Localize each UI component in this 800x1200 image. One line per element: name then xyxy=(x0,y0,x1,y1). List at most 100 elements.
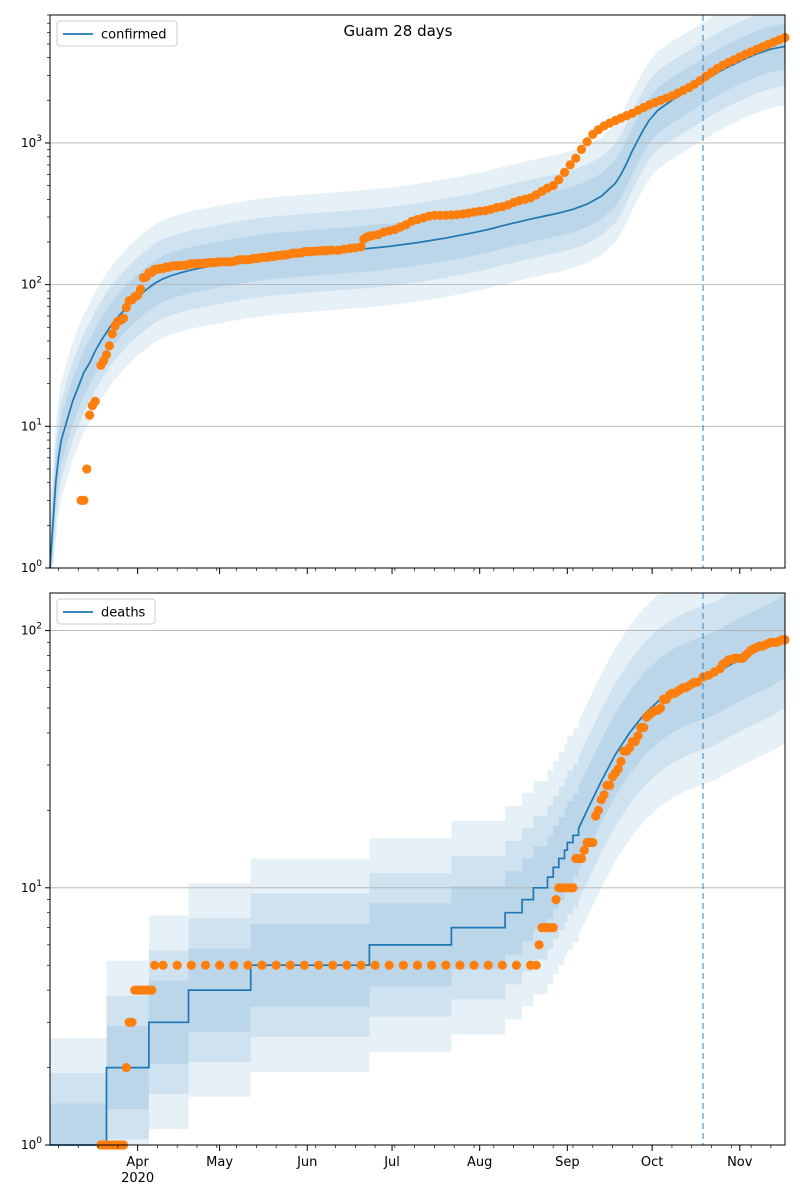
deaths-observed-point xyxy=(243,960,253,970)
confirmed-band-1 xyxy=(50,15,785,568)
deaths-uncertainty-bands xyxy=(50,593,785,1145)
deaths-band-1 xyxy=(50,593,785,1145)
deaths-observed-point xyxy=(656,703,666,713)
confirmed-plot-frame xyxy=(49,14,786,569)
deaths-observed-point xyxy=(314,960,324,970)
confirmed-gridlines xyxy=(50,142,785,427)
deaths-observed-point xyxy=(455,960,465,970)
deaths-observed-point xyxy=(588,837,598,848)
deaths-observed-point xyxy=(412,960,423,970)
deaths-observed-point xyxy=(568,883,578,893)
deaths-observed-point xyxy=(356,960,366,970)
deaths-y-tick-exponent: 0 xyxy=(36,1136,42,1146)
confirmed-observed-point xyxy=(576,144,587,154)
deaths-observed-point xyxy=(616,756,626,767)
x-tick-label-may: May xyxy=(206,1155,233,1170)
deaths-observed-point xyxy=(299,960,309,970)
confirmed-observed-point xyxy=(565,160,575,170)
deaths-y-tick-exponent: 2 xyxy=(36,622,42,632)
x-tick-label-apr: Apr xyxy=(126,1155,149,1170)
deaths-observed-point xyxy=(579,845,589,855)
confirmed-observed-point xyxy=(554,175,564,185)
confirmed-observed-point xyxy=(356,242,366,252)
deaths-observed-point xyxy=(483,960,493,970)
deaths-observed-point xyxy=(127,1017,137,1027)
confirmed-observed-point xyxy=(135,284,146,294)
deaths-observed-point xyxy=(593,805,604,816)
deaths-x-axis: Apr May Jun Jul Aug Sep Oct Nov 2020 xyxy=(58,1145,772,1186)
confirmed-y-tick-label: 101 xyxy=(21,417,42,433)
deaths-observed-point xyxy=(534,940,544,950)
confirmed-x-axis xyxy=(58,568,772,574)
deaths-y-tick-exponent: 1 xyxy=(36,879,42,889)
x-year-label: 2020 xyxy=(121,1171,154,1186)
deaths-observed-point xyxy=(441,960,451,970)
deaths-observed-point xyxy=(398,960,408,970)
deaths-legend-box xyxy=(56,598,156,625)
confirmed-y-tick-exponent: 3 xyxy=(36,134,42,144)
figure-title: Guam 28 days xyxy=(344,22,453,40)
deaths-observed-point xyxy=(639,722,649,733)
confirmed-y-tick-exponent: 2 xyxy=(36,276,42,286)
deaths-observed-point xyxy=(150,960,160,970)
confirmed-observed-point xyxy=(571,153,581,163)
confirmed-legend-box xyxy=(56,20,178,47)
deaths-observed-point xyxy=(576,853,587,864)
deaths-observed-point xyxy=(121,1063,131,1073)
deaths-observed-point xyxy=(605,780,615,791)
confirmed-observed-point xyxy=(79,495,89,505)
deaths-observed-point xyxy=(215,960,225,970)
confirmed-legend: confirmed xyxy=(56,20,178,47)
deaths-y-tick-label: 102 xyxy=(21,622,42,638)
deaths-legend-label: deaths xyxy=(101,606,146,621)
x-tick-label-aug: Aug xyxy=(467,1155,492,1170)
deaths-observed-point xyxy=(328,960,338,970)
deaths-observed-point xyxy=(285,960,295,970)
deaths-legend: deaths xyxy=(56,598,156,625)
deaths-band-2 xyxy=(50,593,785,1145)
confirmed-observed-point xyxy=(118,313,129,323)
deaths-plot-frame xyxy=(49,592,786,1146)
confirmed-observed-point xyxy=(548,181,558,191)
confirmed-observed-point xyxy=(82,464,92,474)
deaths-observed-point xyxy=(257,960,267,970)
deaths-observed-point xyxy=(147,985,157,995)
confirmed-legend-label: confirmed xyxy=(101,28,167,43)
deaths-observed-point xyxy=(229,960,239,970)
confirmed-observed-point xyxy=(90,396,100,406)
confirmed-observed-points xyxy=(76,32,790,505)
confirmed-observed-point xyxy=(107,329,117,339)
confirmed-y-tick-label: 100 xyxy=(21,559,42,575)
deaths-band-3 xyxy=(50,594,785,1145)
deaths-observed-point xyxy=(531,960,541,970)
deaths-observed-point xyxy=(342,960,352,970)
confirmed-y-tick-exponent: 1 xyxy=(36,417,42,427)
deaths-observed-point xyxy=(158,960,168,970)
deaths-observed-point xyxy=(186,960,196,970)
deaths-observed-point xyxy=(633,731,643,741)
x-tick-label-sep: Sep xyxy=(555,1155,580,1170)
deaths-y-tick-label: 101 xyxy=(21,879,42,895)
confirmed-observed-point xyxy=(559,167,570,177)
confirmed-band-3 xyxy=(50,23,785,569)
confirmed-y-tick-exponent: 0 xyxy=(36,559,42,569)
x-tick-label-jun: Jun xyxy=(296,1155,317,1170)
confirmed-observed-point xyxy=(104,341,114,351)
confirmed-observed-point xyxy=(85,410,95,420)
deaths-y-tick-label: 100 xyxy=(21,1136,42,1152)
deaths-observed-point xyxy=(551,895,561,905)
x-tick-label-nov: Nov xyxy=(727,1155,753,1170)
confirmed-y-axis: 100 101 102 1 0 3 xyxy=(21,14,50,575)
deaths-observed-point xyxy=(427,960,437,970)
deaths-gridlines xyxy=(50,630,785,889)
deaths-observed-point xyxy=(384,960,394,970)
deaths-observed-point xyxy=(200,960,211,970)
confirmed-y-tick-label: 102 xyxy=(21,276,42,292)
deaths-observed-point xyxy=(172,960,182,970)
deaths-observed-point xyxy=(497,960,507,970)
x-tick-label-oct: Oct xyxy=(641,1155,663,1170)
deaths-observed-point xyxy=(511,960,521,970)
